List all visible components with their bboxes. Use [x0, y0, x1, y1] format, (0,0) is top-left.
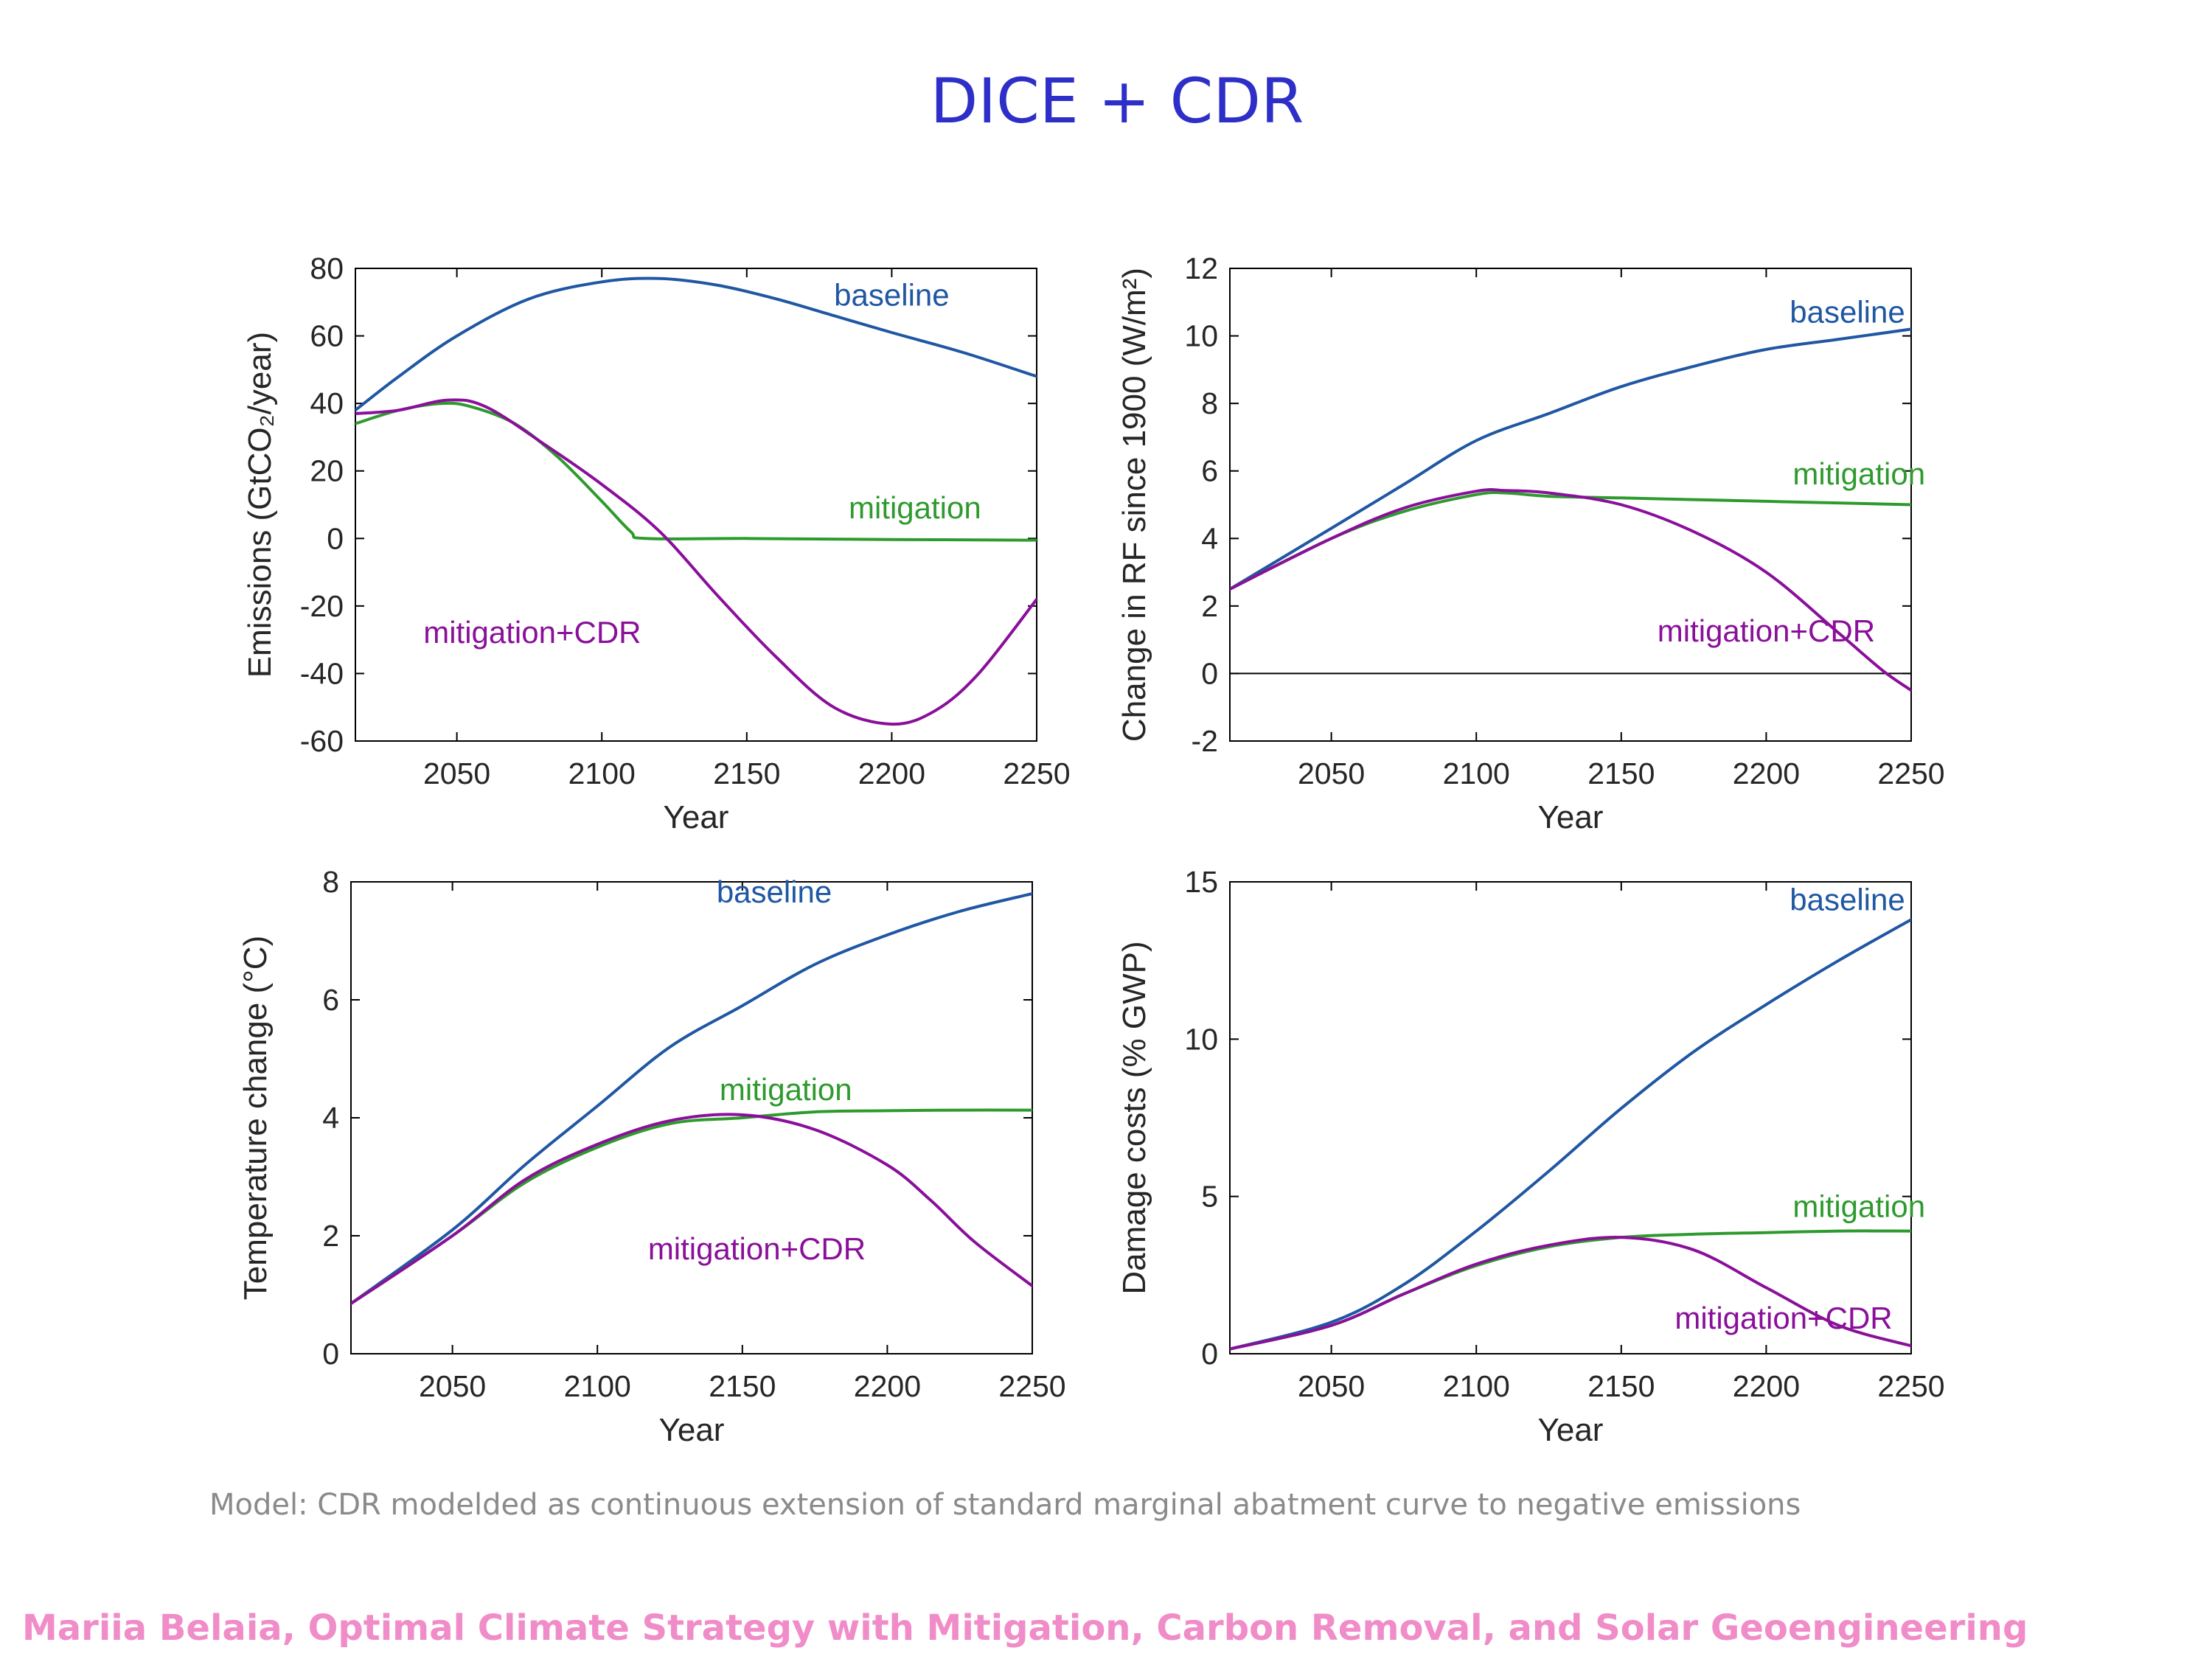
x-tick-label: 2250 — [998, 1369, 1065, 1403]
damage-costs-chart: 2050 2100 2150 2200 2250 0 5 10 15 Year Damage cos… — [1116, 865, 1945, 1448]
x-tick-label: 2200 — [858, 757, 925, 790]
x-tick-label: 2050 — [1298, 1369, 1365, 1403]
model-caption: Model: CDR modelded as continuous extens… — [209, 1488, 1801, 1522]
y-axis-label: Damage costs (% GWP) — [1116, 941, 1152, 1294]
x-tick-label: 2050 — [423, 757, 490, 790]
series-label-mitigation-cdr: mitigation+CDR — [648, 1231, 866, 1266]
x-axis-label: Year — [664, 799, 729, 835]
series-label-baseline: baseline — [717, 874, 832, 909]
x-axis-label: Year — [659, 1412, 725, 1448]
y-tick-label: 80 — [310, 251, 344, 285]
series-line-baseline — [1230, 327, 1911, 591]
plot-frame — [1229, 881, 1912, 1354]
slide-title: DICE + CDR — [930, 65, 1304, 137]
emissions-chart: 2050 2100 2150 2200 2250 -60 -40 -20 0 20 40 60 80 Ye… — [242, 251, 1071, 835]
series-line-baseline — [1230, 918, 1911, 1351]
series-line-mitigation — [1230, 490, 1911, 591]
author-footer: Mariia Belaia, Optimal Climate Strategy … — [22, 1607, 2028, 1649]
series-group — [351, 892, 1032, 1305]
series-group — [1230, 918, 1911, 1351]
y-tick-label: 60 — [310, 319, 344, 353]
y-tick-label: 4 — [322, 1101, 339, 1135]
series-label-mitigation-cdr: mitigation+CDR — [423, 615, 641, 650]
y-tick-label: 15 — [1184, 865, 1218, 899]
x-tick-label: 2250 — [1877, 757, 1944, 790]
x-tick-label: 2150 — [713, 757, 780, 790]
x-tick-label: 2100 — [568, 757, 636, 790]
y-tick-label: -2 — [1192, 724, 1218, 758]
x-axis-label: Year — [1538, 799, 1604, 835]
series-line-mitigation — [355, 401, 1037, 542]
y-tick-label: 0 — [327, 521, 344, 555]
x-tick-label: 2050 — [419, 1369, 486, 1403]
series-label-mitigation-cdr: mitigation+CDR — [1658, 613, 1875, 648]
y-tick-label: 6 — [1201, 454, 1218, 488]
plot-frame — [1229, 268, 1912, 742]
y-tick-label: 0 — [322, 1337, 339, 1371]
x-tick-label: 2050 — [1298, 757, 1365, 790]
x-tick-label: 2250 — [1003, 757, 1070, 790]
y-tick-label: 12 — [1184, 251, 1218, 285]
series-label-mitigation: mitigation — [849, 490, 981, 525]
x-tick-label: 2250 — [1877, 1369, 1944, 1403]
x-tick-label: 2100 — [1443, 1369, 1510, 1403]
y-tick-label: 5 — [1201, 1180, 1218, 1214]
series-label-mitigation-cdr: mitigation+CDR — [1674, 1301, 1892, 1335]
y-axis-label: Emissions (GtCO₂/year) — [242, 332, 278, 678]
y-tick-label: -20 — [300, 589, 344, 623]
y-tick-label: 40 — [310, 386, 344, 420]
series-line-mitigation-cdr — [351, 1113, 1032, 1305]
y-tick-label: -40 — [300, 656, 344, 690]
series-label-mitigation: mitigation — [720, 1072, 852, 1107]
y-tick-label: 0 — [1201, 1337, 1218, 1371]
y-tick-label: 8 — [1201, 386, 1218, 420]
y-tick-label: 2 — [322, 1219, 339, 1253]
series-label-mitigation: mitigation — [1792, 1189, 1925, 1223]
y-tick-label: 10 — [1184, 1022, 1218, 1056]
series-label-baseline: baseline — [834, 277, 949, 312]
x-tick-label: 2150 — [1587, 757, 1655, 790]
series-line-mitigation-cdr — [1230, 488, 1911, 692]
x-tick-label: 2200 — [1733, 1369, 1800, 1403]
y-tick-label: 20 — [310, 454, 344, 488]
y-axis-label: Temperature change (°C) — [237, 936, 274, 1300]
series-line-baseline — [351, 892, 1032, 1305]
y-tick-label: 10 — [1184, 319, 1218, 353]
series-line-mitigation-cdr — [1230, 1235, 1911, 1351]
y-tick-label: 8 — [322, 865, 339, 899]
series-line-mitigation — [351, 1108, 1032, 1305]
x-tick-label: 2200 — [854, 1369, 921, 1403]
x-tick-label: 2100 — [1443, 757, 1510, 790]
x-tick-label: 2150 — [709, 1369, 776, 1403]
series-label-baseline: baseline — [1790, 882, 1905, 917]
temperature-chart: 2050 2100 2150 2200 2250 0 2 4 6 8 Year Temperature… — [237, 865, 1066, 1448]
series-line-mitigation-cdr — [355, 398, 1037, 726]
y-tick-label: 0 — [1201, 656, 1218, 690]
radiative-forcing-chart: 2050 2100 2150 2200 2250 -2 0 2 4 6 8 10 12 Year Chang… — [1116, 251, 1945, 835]
series-line-baseline — [355, 276, 1037, 412]
series-label-baseline: baseline — [1790, 294, 1905, 329]
y-tick-label: 4 — [1201, 521, 1218, 555]
x-tick-label: 2200 — [1733, 757, 1800, 790]
y-tick-label: 2 — [1201, 589, 1218, 623]
y-axis-label: Change in RF since 1900 (W/m²) — [1116, 268, 1152, 742]
series-group — [1230, 327, 1911, 692]
y-tick-label: -60 — [300, 724, 344, 758]
y-tick-label: 6 — [322, 983, 339, 1017]
series-group — [355, 276, 1037, 726]
x-tick-label: 2100 — [564, 1369, 631, 1403]
x-tick-label: 2150 — [1587, 1369, 1655, 1403]
x-axis-label: Year — [1538, 1412, 1604, 1448]
plot-frame — [355, 268, 1037, 742]
series-label-mitigation: mitigation — [1792, 456, 1925, 491]
